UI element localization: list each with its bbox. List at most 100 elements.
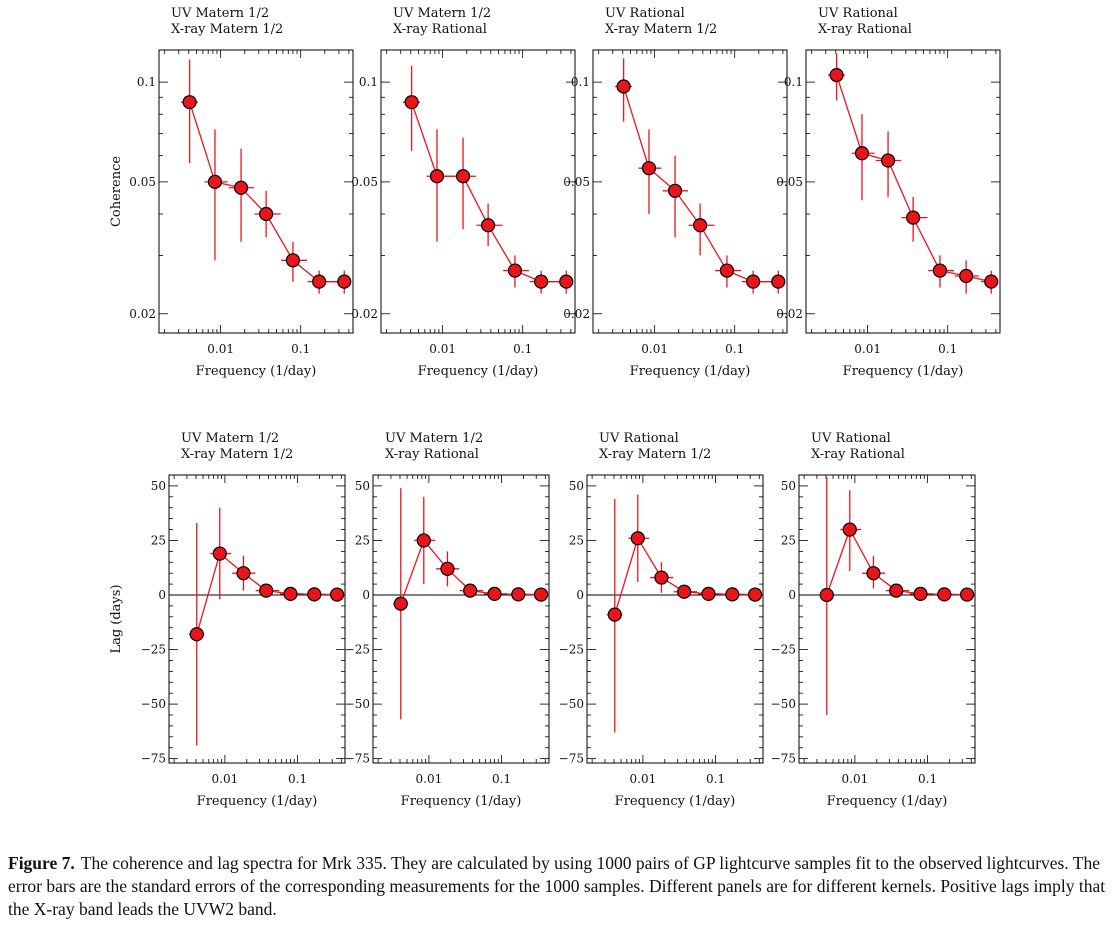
data-point xyxy=(429,169,445,184)
y-tick-label: 0.02 xyxy=(563,307,590,321)
panel-lag-2: 0.01 0.1 50 25 0 −25 −50 −75 UV Matern 1/2X-ray … xyxy=(345,431,550,809)
y-tick-label: −50 xyxy=(559,697,584,711)
data-point xyxy=(212,546,227,561)
panel-title-line: UV Rational xyxy=(811,431,891,446)
x-tick-label: 0.1 xyxy=(513,342,532,356)
y-axis-label: Lag (days) xyxy=(109,584,124,653)
x-tick-label: 0.1 xyxy=(291,342,310,356)
data-point xyxy=(416,533,431,548)
series-line xyxy=(835,74,992,283)
data-point xyxy=(747,587,763,602)
plot-frame xyxy=(168,474,346,764)
y-tick-label: −25 xyxy=(559,643,584,657)
y-tick-label: −25 xyxy=(345,643,370,657)
x-axis-label: Frequency (1/day) xyxy=(197,794,318,809)
x-axis-label: Frequency (1/day) xyxy=(418,364,539,379)
y-tick-label: 25 xyxy=(569,533,584,547)
y-tick-label: 50 xyxy=(569,479,584,493)
x-tick-label: 0.1 xyxy=(918,772,937,786)
panel-title-line: X-ray Rational xyxy=(811,447,905,462)
data-point xyxy=(259,206,274,222)
data-point xyxy=(641,161,657,176)
x-tick-label: 0.01 xyxy=(207,342,234,356)
x-tick-label: 0.01 xyxy=(429,342,456,356)
y-tick-label: 0.02 xyxy=(776,307,803,321)
data-point xyxy=(559,274,574,289)
x-tick-label: 0.01 xyxy=(854,342,881,356)
panel-title-line: UV Matern 1/2 xyxy=(385,431,483,446)
data-point xyxy=(534,274,549,289)
y-tick-label: 0 xyxy=(362,588,370,602)
y-tick-label: 0.05 xyxy=(776,175,803,189)
data-point xyxy=(913,586,928,602)
figure-caption: Figure 7. The coherence and lag spectra f… xyxy=(8,852,1108,921)
y-tick-label: 0.02 xyxy=(351,307,378,321)
y-tick-label: −50 xyxy=(771,697,796,711)
x-tick-label: 0.1 xyxy=(725,342,744,356)
data-point xyxy=(312,274,327,289)
data-point xyxy=(701,586,716,602)
plot-frame xyxy=(380,49,576,334)
data-point xyxy=(463,583,478,598)
data-point xyxy=(393,596,408,611)
series-line xyxy=(410,101,567,283)
data-point xyxy=(487,586,502,602)
x-tick-label: 0.01 xyxy=(212,772,239,786)
y-tick-label: 0.05 xyxy=(351,175,378,189)
x-tick-label: 0.1 xyxy=(706,772,725,786)
data-point xyxy=(533,587,549,602)
data-point xyxy=(937,587,952,602)
data-point xyxy=(607,607,622,622)
data-point xyxy=(283,586,298,602)
panel-title-line: X-ray Rational xyxy=(818,22,912,37)
panel-title-line: UV Rational xyxy=(818,6,898,21)
data-point xyxy=(819,587,834,603)
data-point xyxy=(719,263,735,278)
data-point xyxy=(677,584,692,599)
data-point xyxy=(959,587,975,602)
x-axis-label: Frequency (1/day) xyxy=(827,794,948,809)
data-point xyxy=(511,587,526,602)
panel-title-line: X-ray Rational xyxy=(393,22,487,37)
y-tick-label: 0 xyxy=(158,588,166,602)
plot-frame xyxy=(586,474,764,764)
plot-frame xyxy=(805,49,1001,334)
y-tick-label: 0.1 xyxy=(571,75,590,89)
panel-title-line: X-ray Matern 1/2 xyxy=(599,447,711,462)
y-tick-label: −50 xyxy=(345,697,370,711)
y-tick-label: 0.1 xyxy=(137,75,156,89)
x-tick-label: 0.01 xyxy=(630,772,657,786)
y-tick-label: 50 xyxy=(355,479,370,493)
y-tick-label: 50 xyxy=(781,479,796,493)
y-tick-label: 25 xyxy=(355,533,370,547)
x-axis-label: Frequency (1/day) xyxy=(615,794,736,809)
data-point xyxy=(259,583,274,598)
panel-title-line: UV Matern 1/2 xyxy=(171,6,269,21)
data-point xyxy=(889,583,904,598)
panel-lag-1: 0.01 0.1 50 25 0 −25 −50 −75 UV Matern 1/2X-ray … xyxy=(109,431,346,809)
data-point xyxy=(404,95,419,110)
data-point xyxy=(667,183,683,198)
data-point xyxy=(455,169,471,184)
data-point xyxy=(285,253,301,268)
y-tick-label: −75 xyxy=(771,752,796,766)
data-point xyxy=(329,587,345,602)
plot-frame xyxy=(158,49,354,334)
data-point xyxy=(337,274,352,289)
panel-coherence-2: 0.01 0.1 0.1 0.05 0.02 UV Matern 1/2X-ray Rat… xyxy=(351,6,576,379)
x-tick-label: 0.01 xyxy=(842,772,869,786)
data-point xyxy=(236,566,251,581)
data-point xyxy=(842,522,857,537)
data-point xyxy=(440,561,455,576)
x-axis-label: Frequency (1/day) xyxy=(196,364,317,379)
y-tick-label: −75 xyxy=(345,752,370,766)
data-point xyxy=(182,95,197,110)
y-tick-label: 0.05 xyxy=(129,175,156,189)
data-point xyxy=(880,153,896,168)
panel-title-line: X-ray Rational xyxy=(385,447,479,462)
panel-title-line: UV Matern 1/2 xyxy=(393,6,491,21)
data-point xyxy=(616,79,631,94)
